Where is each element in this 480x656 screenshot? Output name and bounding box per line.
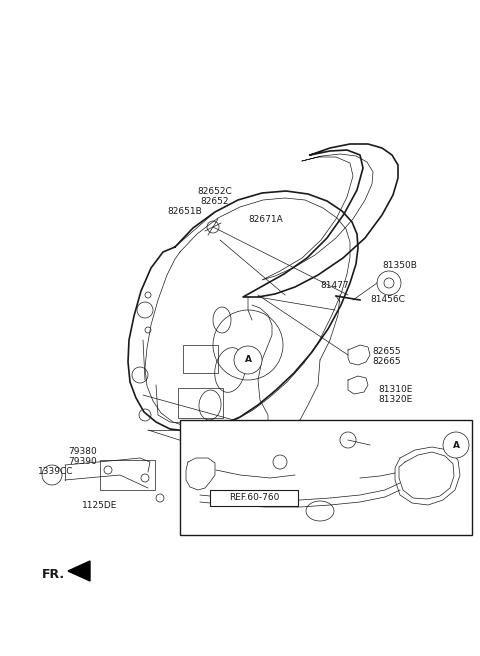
Text: 81473E: 81473E xyxy=(192,464,226,472)
Text: 82655: 82655 xyxy=(372,348,401,356)
Text: 1339CC: 1339CC xyxy=(38,468,73,476)
Polygon shape xyxy=(68,561,90,581)
Text: A: A xyxy=(244,356,252,365)
Text: 81350B: 81350B xyxy=(382,260,417,270)
Bar xyxy=(100,460,155,490)
Text: 81310E: 81310E xyxy=(378,386,412,394)
Text: 82671A: 82671A xyxy=(248,216,283,224)
Text: 83050A: 83050A xyxy=(290,518,325,527)
Text: 81391E: 81391E xyxy=(244,464,278,472)
Text: 81320E: 81320E xyxy=(378,396,412,405)
Circle shape xyxy=(234,346,262,374)
Text: REF.60-760: REF.60-760 xyxy=(229,493,279,502)
Text: 81358B: 81358B xyxy=(310,426,345,434)
Bar xyxy=(210,490,298,506)
Text: 79390: 79390 xyxy=(68,457,97,466)
Polygon shape xyxy=(228,434,253,453)
Text: 1125DE: 1125DE xyxy=(82,501,118,510)
Bar xyxy=(178,388,223,418)
Text: 81483A: 81483A xyxy=(192,474,227,483)
Text: 82651B: 82651B xyxy=(168,207,203,216)
Bar xyxy=(183,345,218,373)
Text: 81371B: 81371B xyxy=(255,495,290,504)
Text: 81456C: 81456C xyxy=(370,295,405,304)
Text: 79380: 79380 xyxy=(68,447,97,457)
Text: 82652: 82652 xyxy=(201,197,229,205)
Bar xyxy=(180,420,472,535)
Text: A: A xyxy=(453,440,459,449)
Text: FR.: FR. xyxy=(42,567,65,581)
Text: 82652C: 82652C xyxy=(198,188,232,197)
Text: 82665: 82665 xyxy=(372,358,401,367)
Circle shape xyxy=(443,432,469,458)
Text: 81477: 81477 xyxy=(320,281,348,289)
